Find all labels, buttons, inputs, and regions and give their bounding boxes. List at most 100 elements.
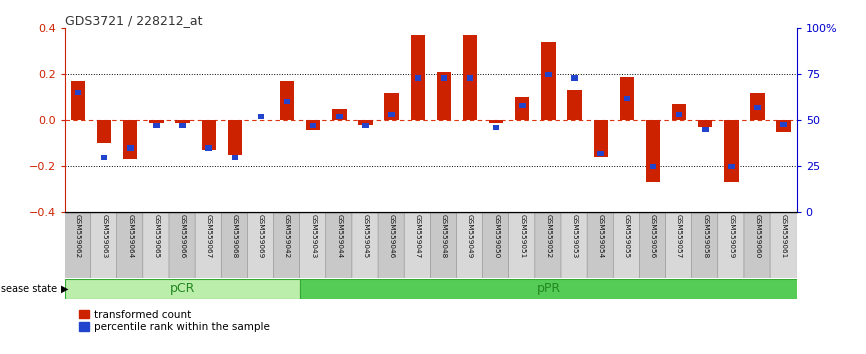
Bar (415, 75, 421, 81)
Bar (675, 112, 682, 118)
Bar (284, 99, 290, 104)
Text: pCR: pCR (170, 282, 195, 295)
Text: GSM559043: GSM559043 (310, 215, 316, 259)
Text: GSM559042: GSM559042 (284, 215, 290, 259)
Bar (176, 120, 190, 123)
Bar (97, 120, 112, 143)
Bar (724, 120, 739, 183)
Text: GSM559069: GSM559069 (258, 215, 264, 259)
Text: GSM559046: GSM559046 (389, 215, 395, 259)
FancyBboxPatch shape (195, 211, 223, 279)
Bar (228, 120, 242, 155)
Text: GSM559050: GSM559050 (493, 215, 499, 259)
Bar (258, 114, 264, 119)
Bar (280, 81, 294, 120)
Bar (100, 155, 107, 160)
Bar (333, 109, 346, 120)
FancyBboxPatch shape (561, 211, 588, 279)
FancyBboxPatch shape (744, 211, 771, 279)
FancyBboxPatch shape (169, 211, 196, 279)
FancyBboxPatch shape (404, 211, 431, 279)
Bar (362, 123, 369, 129)
Bar (205, 145, 212, 150)
Text: GSM559064: GSM559064 (127, 215, 133, 259)
FancyBboxPatch shape (352, 211, 379, 279)
Text: GSM559065: GSM559065 (153, 215, 159, 259)
Bar (702, 127, 708, 132)
Bar (750, 93, 765, 120)
FancyBboxPatch shape (482, 211, 510, 279)
FancyBboxPatch shape (639, 211, 667, 279)
Bar (410, 35, 425, 120)
Bar (519, 103, 526, 108)
Bar (385, 93, 399, 120)
Bar (593, 120, 608, 157)
Bar (620, 77, 634, 120)
Text: GSM559056: GSM559056 (650, 215, 656, 259)
Bar (359, 120, 372, 125)
Bar (698, 120, 713, 127)
FancyBboxPatch shape (274, 211, 301, 279)
Bar (153, 123, 159, 129)
FancyBboxPatch shape (535, 211, 562, 279)
FancyBboxPatch shape (770, 211, 798, 279)
Bar (546, 72, 552, 77)
Bar (624, 96, 630, 101)
FancyBboxPatch shape (508, 211, 536, 279)
Bar (202, 120, 216, 150)
FancyBboxPatch shape (64, 211, 92, 279)
FancyBboxPatch shape (301, 279, 797, 299)
Bar (462, 35, 477, 120)
Bar (728, 164, 734, 169)
Bar (179, 123, 186, 129)
Text: GSM559044: GSM559044 (336, 215, 342, 259)
FancyBboxPatch shape (692, 211, 719, 279)
Text: GSM559061: GSM559061 (780, 215, 786, 259)
Text: GSM559066: GSM559066 (179, 215, 185, 259)
FancyBboxPatch shape (300, 211, 326, 279)
Text: GSM559047: GSM559047 (415, 215, 421, 259)
Text: GSM559062: GSM559062 (75, 215, 81, 259)
Text: ▶: ▶ (61, 284, 68, 294)
Legend: transformed count, percentile rank within the sample: transformed count, percentile rank withi… (79, 310, 270, 332)
FancyBboxPatch shape (718, 211, 745, 279)
Text: GSM559045: GSM559045 (363, 215, 369, 259)
Bar (515, 97, 529, 120)
Text: GSM559068: GSM559068 (232, 215, 238, 259)
Bar (780, 121, 787, 127)
Text: GSM559055: GSM559055 (624, 215, 630, 259)
Text: GSM559052: GSM559052 (546, 215, 552, 259)
Bar (777, 120, 791, 132)
FancyBboxPatch shape (456, 211, 483, 279)
Bar (572, 75, 578, 81)
Bar (754, 105, 761, 110)
Text: GDS3721 / 228212_at: GDS3721 / 228212_at (65, 14, 203, 27)
Bar (646, 120, 660, 183)
Text: GSM559053: GSM559053 (572, 215, 578, 259)
Text: GSM559054: GSM559054 (598, 215, 604, 259)
Bar (467, 75, 474, 81)
Text: pPR: pPR (536, 282, 560, 295)
FancyBboxPatch shape (326, 211, 353, 279)
FancyBboxPatch shape (143, 211, 170, 279)
Text: disease state: disease state (0, 284, 61, 294)
FancyBboxPatch shape (221, 211, 249, 279)
Bar (127, 145, 133, 150)
Bar (388, 112, 395, 118)
Text: GSM559051: GSM559051 (520, 215, 526, 259)
FancyBboxPatch shape (378, 211, 405, 279)
Text: GSM559067: GSM559067 (206, 215, 211, 259)
Text: GSM559057: GSM559057 (676, 215, 682, 259)
FancyBboxPatch shape (91, 211, 118, 279)
FancyBboxPatch shape (613, 211, 641, 279)
Text: GSM559049: GSM559049 (467, 215, 473, 259)
Bar (71, 81, 85, 120)
FancyBboxPatch shape (666, 211, 693, 279)
Bar (489, 120, 503, 123)
Bar (541, 42, 556, 120)
Bar (436, 72, 451, 120)
FancyBboxPatch shape (587, 211, 614, 279)
Bar (231, 155, 238, 160)
FancyBboxPatch shape (117, 211, 144, 279)
Bar (598, 151, 604, 156)
